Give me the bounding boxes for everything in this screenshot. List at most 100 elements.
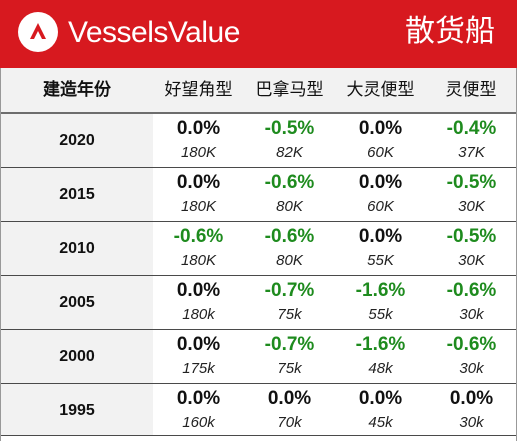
valuation-table: 建造年份 好望角型 巴拿马型 大灵便型 灵便型 2020 0.0% 180K -0.5… (0, 68, 517, 441)
value-cell-handysize: -0.5% 30K (426, 222, 517, 275)
vessel-size: 160k (182, 414, 215, 431)
build-year: 2010 (59, 240, 95, 257)
build-year-cell: 2015 (1, 168, 153, 221)
value-change-percent: -0.7% (264, 334, 315, 355)
build-year-cell: 2020 (1, 114, 153, 167)
vessel-size: 180K (180, 252, 217, 269)
value-change-percent: 0.0% (358, 388, 403, 409)
value-cell-capesize: 0.0% 180K (153, 168, 244, 221)
table-row: 2015 0.0% 180K -0.6% 80K 0.0% 60K -0.5% 30K (1, 168, 516, 222)
value-cell-handysize: -0.6% 30k (426, 330, 517, 383)
value-cell-panamax: -0.7% 75k (244, 276, 335, 329)
value-change-percent: -1.6% (355, 280, 406, 301)
vessel-size: 75k (277, 360, 302, 377)
build-year-cell: 2000 (1, 330, 153, 383)
vessel-size: 175k (182, 360, 215, 377)
vessel-size: 70k (277, 414, 302, 431)
value-change-percent: 0.0% (176, 334, 221, 355)
value-change-percent: -1.6% (355, 334, 406, 355)
build-year: 1995 (59, 402, 95, 419)
value-cell-capesize: 0.0% 175k (153, 330, 244, 383)
value-change-percent: 0.0% (176, 118, 221, 139)
value-cell-panamax: -0.7% 75k (244, 330, 335, 383)
vessel-size: 30K (458, 198, 485, 215)
value-change-percent: -0.6% (264, 172, 315, 193)
vessel-size: 30k (459, 414, 484, 431)
value-change-percent: 0.0% (267, 388, 312, 409)
table-row: 1995 0.0% 160k 0.0% 70k 0.0% 45k 0.0% 30k (1, 384, 516, 436)
build-year: 2000 (59, 348, 95, 365)
vessel-size: 30K (458, 252, 485, 269)
build-year: 2005 (59, 294, 95, 311)
brand-name: VesselsValue (68, 16, 240, 49)
table-header: 建造年份 好望角型 巴拿马型 大灵便型 灵便型 (1, 68, 516, 114)
column-header-panamax: 巴拿马型 (255, 80, 324, 100)
vessel-size: 180k (182, 306, 215, 323)
value-change-percent: 0.0% (176, 172, 221, 193)
build-year-cell: 2005 (1, 276, 153, 329)
build-year-cell: 2010 (1, 222, 153, 275)
value-cell-supramax: 0.0% 60K (335, 168, 426, 221)
column-header-supramax: 大灵便型 (346, 80, 415, 100)
value-cell-panamax: -0.6% 80K (244, 168, 335, 221)
value-change-percent: 0.0% (176, 280, 221, 301)
build-year: 2015 (59, 186, 95, 203)
header-bar: VesselsValue 散货船 (0, 0, 517, 68)
value-cell-capesize: 0.0% 180k (153, 276, 244, 329)
vessel-size: 48k (368, 360, 393, 377)
table-row: 2010 -0.6% 180K -0.6% 80K 0.0% 55K -0.5% 30K (1, 222, 516, 276)
vessel-size: 60K (367, 198, 394, 215)
vessel-size: 75k (277, 306, 302, 323)
table-row: 2005 0.0% 180k -0.7% 75k -1.6% 55k -0.6% 30k (1, 276, 516, 330)
value-cell-panamax: -0.6% 80K (244, 222, 335, 275)
vessel-size: 80K (276, 252, 303, 269)
value-change-percent: -0.6% (446, 334, 497, 355)
value-change-percent: -0.5% (446, 226, 497, 247)
vessel-size: 55K (367, 252, 394, 269)
value-cell-handysize: -0.4% 37K (426, 114, 517, 167)
column-header-capesize: 好望角型 (164, 80, 233, 100)
section-title: 散货船 (405, 14, 495, 49)
vessel-size: 82K (276, 144, 303, 161)
value-change-percent: -0.5% (446, 172, 497, 193)
table-row: 2000 0.0% 175k -0.7% 75k -1.6% 48k -0.6% 30k (1, 330, 516, 384)
value-change-percent: -0.7% (264, 280, 315, 301)
vessel-size: 37K (458, 144, 485, 161)
value-cell-handysize: 0.0% 30k (426, 384, 517, 435)
column-header-build-year: 建造年份 (43, 80, 111, 100)
vessel-size: 30k (459, 360, 484, 377)
build-year: 2020 (59, 132, 95, 149)
value-cell-supramax: 0.0% 45k (335, 384, 426, 435)
vessel-size: 60K (367, 144, 394, 161)
vessel-size: 30k (459, 306, 484, 323)
value-cell-supramax: -1.6% 55k (335, 276, 426, 329)
value-cell-supramax: 0.0% 55K (335, 222, 426, 275)
value-cell-panamax: -0.5% 82K (244, 114, 335, 167)
value-change-percent: 0.0% (358, 172, 403, 193)
value-cell-supramax: -1.6% 48k (335, 330, 426, 383)
value-cell-handysize: -0.6% 30k (426, 276, 517, 329)
value-change-percent: 0.0% (449, 388, 494, 409)
vessel-size: 45k (368, 414, 393, 431)
value-cell-capesize: 0.0% 180K (153, 114, 244, 167)
value-change-percent: 0.0% (358, 226, 403, 247)
vessel-size: 80K (276, 198, 303, 215)
value-cell-panamax: 0.0% 70k (244, 384, 335, 435)
column-header-handysize: 灵便型 (445, 80, 497, 100)
value-cell-capesize: -0.6% 180K (153, 222, 244, 275)
value-change-percent: 0.0% (358, 118, 403, 139)
value-change-percent: -0.6% (446, 280, 497, 301)
vesselsvalue-logo-icon (18, 12, 58, 52)
value-change-percent: -0.6% (264, 226, 315, 247)
value-change-percent: 0.0% (176, 388, 221, 409)
vessel-size: 180K (180, 198, 217, 215)
value-change-percent: -0.6% (173, 226, 224, 247)
value-change-percent: -0.4% (446, 118, 497, 139)
build-year-cell: 1995 (1, 384, 153, 435)
value-cell-handysize: -0.5% 30K (426, 168, 517, 221)
value-cell-supramax: 0.0% 60K (335, 114, 426, 167)
vessel-size: 180K (180, 144, 217, 161)
value-change-percent: -0.5% (264, 118, 315, 139)
value-cell-capesize: 0.0% 160k (153, 384, 244, 435)
table-row: 2020 0.0% 180K -0.5% 82K 0.0% 60K -0.4% 37K (1, 114, 516, 168)
